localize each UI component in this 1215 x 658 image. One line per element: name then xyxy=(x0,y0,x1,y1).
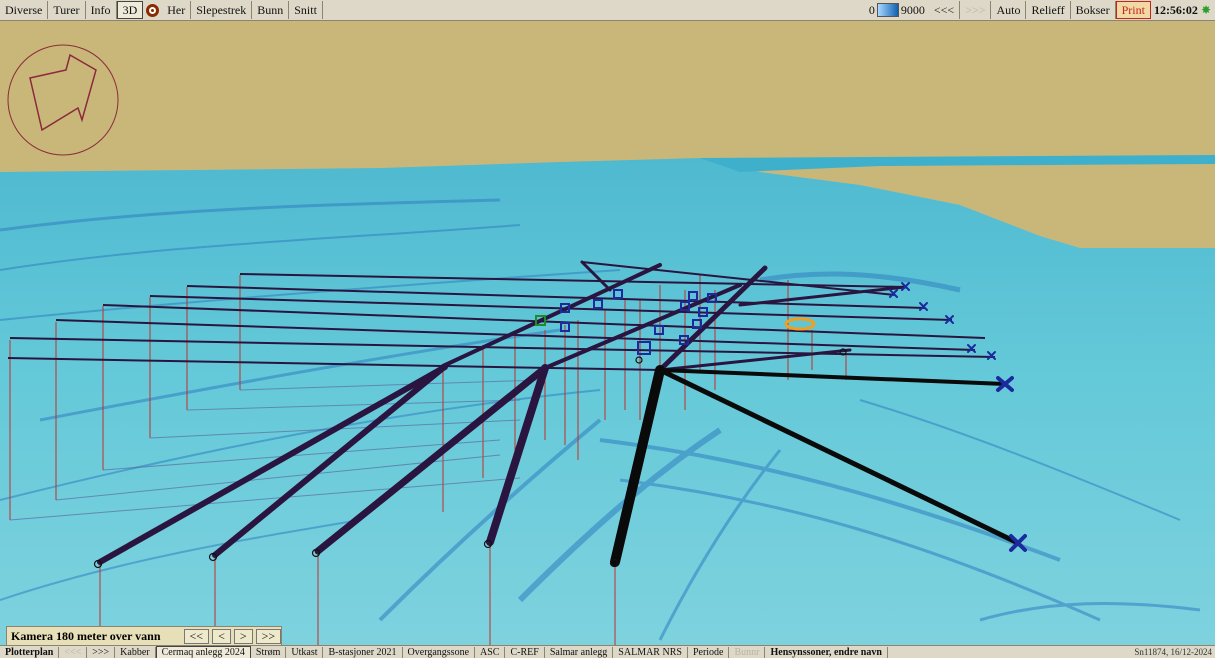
info-button[interactable]: Info xyxy=(86,1,117,19)
layer-cermaq[interactable]: Cermaq anlegg 2024 xyxy=(156,646,251,658)
layer-strom[interactable]: Strøm xyxy=(251,647,286,658)
camera-last-button[interactable]: >> xyxy=(256,629,282,644)
auto-button[interactable]: Auto xyxy=(991,1,1026,19)
layer-periode[interactable]: Periode xyxy=(688,647,730,658)
bokser-button[interactable]: Bokser xyxy=(1071,1,1116,19)
status-text: Sn11874, 16/12-2024 xyxy=(1134,647,1215,657)
camera-label: Kamera 180 meter over vann xyxy=(7,629,181,644)
layer-kabber[interactable]: Kabber xyxy=(115,647,155,658)
camera-first-button[interactable]: << xyxy=(184,629,210,644)
camera-next-button[interactable]: > xyxy=(234,629,253,644)
bottom-layer-bar: Plotterplan <<< >>> Kabber Cermaq anlegg… xyxy=(0,645,1215,658)
sun-icon[interactable]: ✸ xyxy=(1201,3,1215,18)
layer-c-ref[interactable]: C-REF xyxy=(505,647,544,658)
relieff-button[interactable]: Relieff xyxy=(1026,1,1070,19)
layer-salmar-anlegg[interactable]: Salmar anlegg xyxy=(545,647,613,658)
target-icon[interactable] xyxy=(146,4,159,17)
layer-asc[interactable]: ASC xyxy=(475,647,505,658)
depth-scale[interactable]: 0 9000 xyxy=(865,3,929,18)
3d-button[interactable]: 3D xyxy=(117,1,144,19)
layers-prev-button[interactable]: <<< xyxy=(59,647,87,658)
layer-bunnr[interactable]: Bunnr xyxy=(729,647,765,658)
bunn-button[interactable]: Bunn xyxy=(252,1,289,19)
next-button[interactable]: >>> xyxy=(960,1,991,19)
diverse-button[interactable]: Diverse xyxy=(0,1,48,19)
toolbar-right: 0 9000 <<< >>> Auto Relieff Bokser Print… xyxy=(865,0,1215,20)
slepestrek-button[interactable]: Slepestrek xyxy=(191,1,252,19)
layer-salmar-nrs[interactable]: SALMAR NRS xyxy=(613,647,688,658)
print-button[interactable]: Print xyxy=(1116,1,1151,19)
plotterplan-item[interactable]: Plotterplan xyxy=(0,647,59,658)
turer-button[interactable]: Turer xyxy=(48,1,85,19)
scale-max: 9000 xyxy=(901,3,925,18)
prev-button[interactable]: <<< xyxy=(929,1,960,19)
toolbar-left: Diverse Turer Info 3D Her Slepestrek Bun… xyxy=(0,0,323,20)
layer-b-stasjoner[interactable]: B-stasjoner 2021 xyxy=(323,647,402,658)
her-button[interactable]: Her xyxy=(162,1,191,19)
layer-utkast[interactable]: Utkast xyxy=(286,647,323,658)
scale-min: 0 xyxy=(869,3,875,18)
top-toolbar: Diverse Turer Info 3D Her Slepestrek Bun… xyxy=(0,0,1215,21)
clock: 12:56:02 xyxy=(1151,3,1201,18)
camera-panel: Kamera 180 meter over vann << < > >> xyxy=(6,626,282,646)
camera-prev-button[interactable]: < xyxy=(212,629,231,644)
layer-overgangssone[interactable]: Overgangssone xyxy=(403,647,475,658)
snitt-button[interactable]: Snitt xyxy=(289,1,323,19)
layers-next-button[interactable]: >>> xyxy=(87,647,115,658)
layer-hensynssoner[interactable]: Hensynssoner, endre navn xyxy=(765,647,887,658)
scale-gradient xyxy=(877,3,899,17)
